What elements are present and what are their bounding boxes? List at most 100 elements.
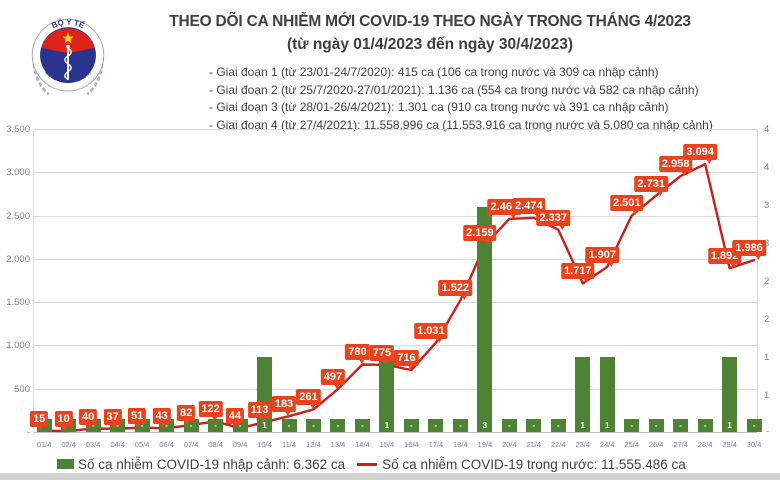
callout-pointer — [754, 255, 761, 261]
moh-seal-graphic: BỘ Y TẾ MINISTRY OF HEALTH — [31, 18, 105, 96]
callout-pointer — [632, 210, 639, 216]
grid-line — [33, 215, 757, 217]
callout-pointer — [184, 419, 191, 425]
x-axis-date-label: 26/4 — [648, 440, 664, 449]
callout-pointer — [260, 417, 267, 423]
right-axis-tick-label: 2 — [764, 276, 770, 287]
bar-value-label: 1 — [605, 421, 610, 430]
value-callout: 183 — [271, 396, 297, 417]
x-axis-date-label: 21/4 — [526, 440, 542, 449]
x-axis-date-label: 09/4 — [232, 440, 248, 449]
y-axis-tick-label: - — [26, 427, 30, 438]
bar-value-label: - — [336, 421, 340, 430]
imported-cases-bar — [428, 419, 444, 432]
imported-cases-bar — [330, 419, 346, 432]
bar-value-label: - — [238, 421, 242, 430]
value-callout: 82 — [176, 404, 196, 425]
y-axis-tick-label: 3.500 — [6, 124, 30, 135]
imported-cases-bar — [648, 419, 664, 432]
imported-cases-bar — [452, 419, 468, 432]
value-callout: 2.159 — [463, 225, 497, 246]
callout-pointer — [285, 411, 292, 417]
callout-pointer — [461, 295, 468, 301]
bar-value-label: 1 — [727, 421, 732, 430]
grid-line — [33, 388, 757, 390]
imported-cases-bar — [477, 207, 493, 432]
x-axis-date-label: 16/4 — [404, 440, 419, 449]
bar-value-label: 1 — [384, 421, 390, 430]
imported-cases-bar — [673, 419, 689, 432]
y-axis-tick-label: 1.500 — [6, 297, 30, 309]
x-axis-date-label: 10/4 — [257, 440, 272, 449]
bar-value-label: - — [214, 421, 217, 430]
value-callout: 1.522 — [438, 280, 473, 301]
x-axis-date-label: 23/4 — [575, 440, 591, 449]
x-axis-date-label: 06/4 — [159, 440, 174, 449]
bar-value-label: - — [91, 421, 95, 430]
value-callout: 37 — [103, 408, 122, 429]
x-axis-date-label: 04/4 — [110, 440, 125, 449]
callout-pointer — [407, 365, 414, 370]
value-callout: 1.986 — [732, 240, 766, 261]
right-axis-tick-label: 2 — [764, 314, 770, 325]
y-axis-tick-label: 2.000 — [6, 253, 30, 265]
legend-line-swatch-icon — [357, 462, 378, 466]
callout-pointer — [681, 170, 688, 176]
value-callout: 44 — [225, 408, 245, 429]
x-axis-line — [33, 432, 757, 433]
grid-line — [33, 129, 757, 130]
bar-value-label: - — [532, 421, 536, 430]
x-axis-date-label: 24/4 — [599, 440, 615, 449]
x-axis-date-label: 28/4 — [697, 440, 713, 449]
x-axis-date-label: 05/4 — [134, 440, 150, 449]
right-axis-tick-label: 1 — [764, 390, 770, 401]
phase-line-2: - Giai đoạn 2 (từ 25/7/2020-27/01/2021):… — [209, 82, 699, 97]
svg-text:BỘ Y TẾ: BỘ Y TẾ — [50, 18, 86, 31]
ministry-of-health-logo: BỘ Y TẾ MINISTRY OF HEALTH — [24, 8, 112, 104]
x-axis-date-label: 11/4 — [281, 440, 297, 449]
x-axis-date-label: 15/4 — [379, 440, 395, 449]
bar-value-label: - — [703, 421, 707, 430]
callout-pointer — [436, 337, 443, 343]
grid-line — [33, 258, 757, 260]
imported-cases-bar — [379, 357, 395, 432]
imported-cases-bar — [722, 357, 738, 432]
x-axis-date-label: 12/4 — [306, 440, 321, 449]
callout-pointer — [583, 278, 590, 284]
callout-pointer — [110, 423, 117, 429]
legend-imported-label: Số ca nhiễm COVID-19 nhập cảnh: 6.362 ca — [78, 456, 346, 472]
imported-cases-bar — [354, 419, 370, 432]
x-axis-date-label: 18/4 — [453, 440, 468, 449]
x-axis-date-label: 27/4 — [673, 440, 688, 449]
value-callout: 1.907 — [585, 246, 619, 267]
value-callout: 2.337 — [536, 209, 571, 230]
value-callout: 261 — [296, 389, 321, 410]
callout-pointer — [135, 422, 142, 428]
callout-pointer — [383, 359, 390, 365]
callout-pointer — [608, 261, 614, 267]
bottom-edge-strip — [0, 473, 780, 480]
x-axis-date-label: 17/4 — [428, 440, 444, 449]
value-callout: 15 — [30, 410, 49, 431]
imported-cases-bar — [403, 419, 419, 432]
bar-value-label: - — [459, 421, 462, 430]
callout-pointer — [485, 240, 492, 246]
bar-value-label: - — [361, 421, 364, 430]
legend-bar-swatch-icon — [57, 459, 74, 469]
plot-right-border — [757, 129, 758, 432]
callout-pointer — [211, 416, 218, 422]
bar-value-label: - — [165, 421, 168, 430]
x-axis-date-label: 30/4 — [746, 440, 762, 449]
asclepius-snake — [64, 47, 72, 81]
value-callout: 122 — [198, 401, 223, 422]
bar-value-label: - — [654, 421, 658, 430]
x-axis-date-label: 01/4 — [36, 440, 52, 449]
bar-value-label: - — [630, 421, 634, 430]
x-axis-date-label: 03/4 — [85, 440, 101, 449]
legend-domestic-label: Số ca nhiễm COVID-19 trong nước: 11.555.… — [382, 456, 686, 472]
imported-cases-bar — [624, 419, 640, 432]
callout-pointer — [37, 425, 44, 431]
value-callout: 497 — [320, 368, 346, 389]
star-icon — [62, 32, 74, 44]
